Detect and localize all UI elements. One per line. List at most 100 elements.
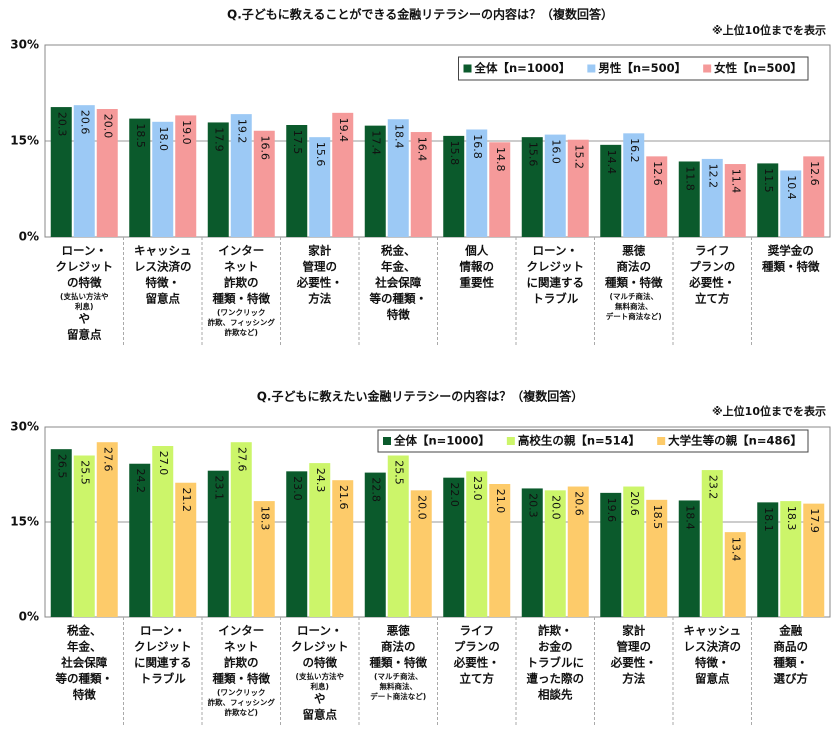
x-tick-label: 立て方 [460, 672, 495, 686]
value-label: 15.8 [448, 141, 461, 166]
value-label: 19.4 [337, 118, 350, 143]
bar [544, 490, 566, 617]
value-label: 20.3 [526, 493, 539, 518]
bar [73, 105, 95, 237]
value-label: 12.6 [808, 161, 821, 186]
bar [332, 112, 354, 237]
value-label: 22.8 [369, 477, 382, 502]
chart-note: ※上位10位までを表示 [712, 23, 826, 37]
legend-label: 女性【n=500】 [714, 61, 802, 75]
value-label: 20.0 [101, 114, 114, 139]
legend-label: 男性【n=500】 [598, 61, 686, 75]
value-label: 27.6 [101, 447, 114, 472]
bar [286, 471, 308, 617]
x-tick-label: ライフ [460, 624, 495, 638]
legend-swatch [587, 64, 596, 73]
bar [364, 125, 386, 237]
value-label: 25.5 [392, 460, 405, 485]
bar [410, 132, 432, 237]
value-label: 21.2 [180, 487, 193, 512]
value-label: 23.0 [291, 476, 304, 501]
bar [724, 532, 746, 617]
x-tick-label: の特徴 [67, 276, 102, 290]
x-tick-label: 種類・特徴 [605, 276, 663, 290]
value-label: 26.5 [55, 454, 68, 479]
y-tick-label: 30% [10, 38, 39, 52]
value-label: 21.6 [337, 485, 350, 510]
value-label: 14.8 [494, 147, 507, 172]
x-tick-label: 必要性・ [296, 276, 343, 290]
x-tick-label: ローン・ [297, 624, 342, 638]
value-label: 20.6 [78, 110, 91, 135]
bar [521, 488, 543, 617]
bar [803, 503, 825, 617]
value-label: 18.0 [157, 127, 170, 152]
x-tick-note: 詐欺、フィッシング [208, 317, 276, 327]
bar [207, 470, 229, 617]
y-tick-label: 15% [10, 515, 39, 529]
x-tick-label: 税金、 [381, 244, 416, 258]
value-label: 11.4 [729, 169, 742, 194]
x-tick-label: 情報の [459, 260, 495, 274]
x-tick-label: 税金、 [67, 624, 102, 638]
x-tick-note: (ワンクリック [217, 307, 265, 317]
bar [286, 125, 308, 237]
x-tick-label: 立て方 [695, 292, 730, 306]
value-label: 11.8 [683, 166, 696, 191]
x-tick-label: 悪徳 [622, 244, 645, 258]
x-tick-label: 留意点 [303, 708, 338, 722]
value-label: 15.6 [526, 142, 539, 167]
value-label: 23.1 [212, 475, 225, 500]
x-tick-label: 選び方 [774, 672, 809, 686]
legend-label: 大学生等の親【n=486】 [668, 434, 802, 448]
legend-label: 全体【n=1000】 [474, 61, 571, 75]
value-label: 21.0 [494, 489, 507, 514]
value-label: 15.2 [572, 144, 585, 169]
bar [230, 442, 252, 617]
chart-title: Q.子どもに教えることができる金融リテラシーの内容は？（複数回答） [227, 7, 613, 22]
bar [207, 122, 229, 237]
bar [701, 158, 723, 237]
x-tick-label: 必要性・ [610, 656, 657, 670]
legend-box [377, 429, 809, 453]
bar [50, 107, 72, 237]
bar [152, 121, 174, 237]
x-tick-note: (マルチ商法、 [610, 291, 658, 301]
bar [600, 144, 622, 237]
bar [443, 135, 465, 237]
x-tick-label: キャッシュ [684, 624, 742, 638]
y-tick-label: 0% [19, 230, 39, 244]
value-label: 25.5 [78, 460, 91, 485]
x-tick-label: 詐欺・ [538, 624, 573, 638]
value-label: 12.6 [651, 161, 664, 186]
bar [646, 499, 668, 617]
x-tick-label: 遭った際の [527, 672, 585, 686]
bar [152, 446, 174, 617]
x-tick-label: 悪徳 [387, 624, 410, 638]
bar [332, 480, 354, 617]
x-tick-label: レス決済の [134, 260, 192, 274]
x-tick-label: 重要性 [460, 276, 495, 290]
value-label: 17.5 [291, 130, 304, 155]
x-tick-label: 商法の [381, 640, 416, 654]
x-tick-label: 特徴 [387, 308, 410, 322]
bar [253, 501, 275, 617]
x-tick-label: 商法の [617, 260, 652, 274]
x-tick-label: 年金、 [67, 640, 102, 654]
value-label: 16.8 [471, 134, 484, 159]
bar [443, 477, 465, 617]
x-tick-label: インター [218, 624, 264, 638]
bar [253, 130, 275, 237]
x-tick-label: 必要性・ [688, 276, 735, 290]
x-tick-label: 留意点 [67, 328, 102, 342]
bar [175, 482, 197, 617]
x-tick-label: 等の種類・ [55, 672, 114, 686]
x-tick-label: に関連する [134, 656, 192, 670]
value-label: 18.5 [651, 505, 664, 530]
x-tick-label: 相談先 [538, 688, 573, 702]
x-tick-note: 詐欺、フィッシング [208, 697, 276, 707]
legend-swatch [657, 437, 666, 445]
x-tick-label: 管理の [303, 260, 338, 274]
x-tick-note: 利息) [74, 301, 93, 311]
